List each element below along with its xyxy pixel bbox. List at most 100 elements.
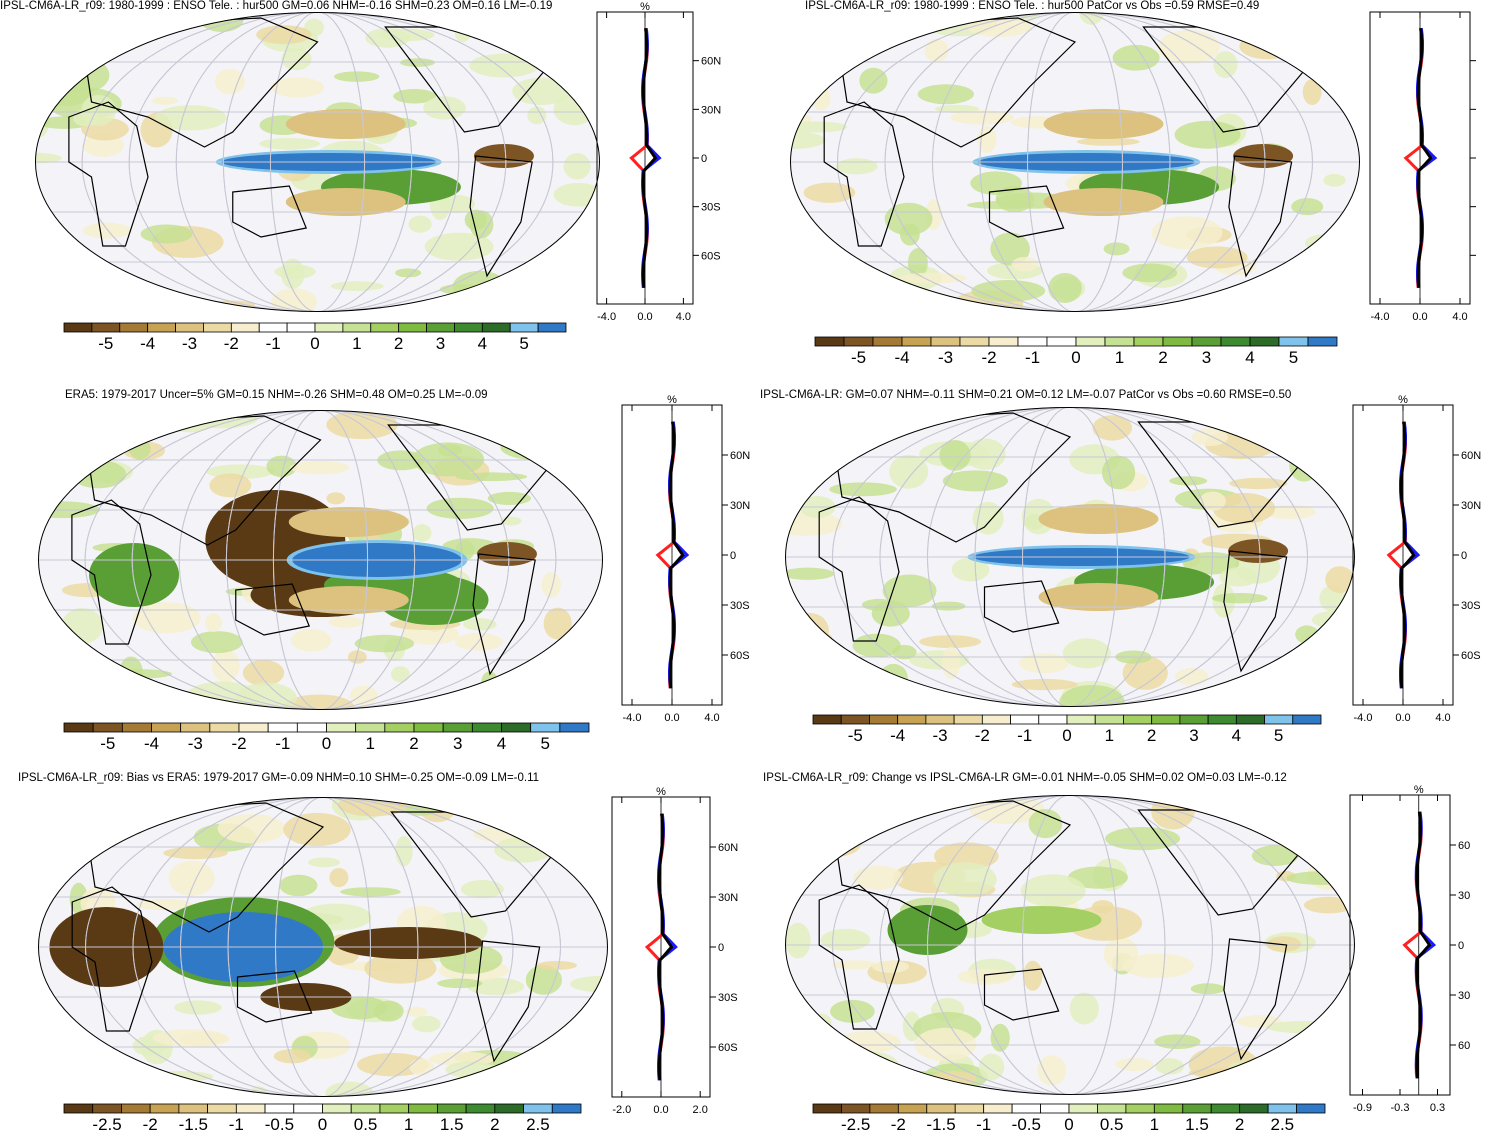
field-blob xyxy=(939,439,971,471)
field-blob xyxy=(1228,12,1291,38)
colorbar-swatch xyxy=(1040,1103,1070,1114)
field-blob xyxy=(836,1031,901,1053)
field-blob xyxy=(424,232,494,261)
field-blob xyxy=(1266,1021,1342,1034)
field-blob xyxy=(861,598,897,611)
colorbar-swatch xyxy=(840,714,870,725)
colorbar-label: 3 xyxy=(1189,726,1199,745)
colorbar-label: 1.5 xyxy=(1185,1115,1209,1134)
map-border xyxy=(785,407,1355,707)
colorbar-swatch xyxy=(1011,1103,1041,1114)
colorbar-swatch xyxy=(370,322,400,333)
field-blob xyxy=(409,1058,434,1076)
coastline xyxy=(68,101,149,247)
colorbar-label: -1 xyxy=(976,1115,992,1134)
field-blob xyxy=(1323,173,1346,187)
field-blob xyxy=(929,1071,977,1087)
colorbar-swatch xyxy=(1292,714,1322,725)
colorbar-swatch xyxy=(92,722,123,733)
field-blob xyxy=(190,631,243,654)
field-blob xyxy=(128,806,146,835)
field-blob xyxy=(329,867,349,888)
lat-label: 30S xyxy=(730,600,750,612)
field-blob xyxy=(785,686,818,707)
graticule-lon xyxy=(974,407,1166,707)
coastline xyxy=(829,800,1072,931)
zonal-mean-profile: % 60 30 0 30 60 -0.9 -0.3 0.3 xyxy=(1349,784,1470,1114)
lat-label: 30N xyxy=(718,892,738,904)
graticule-lon xyxy=(225,410,416,710)
field-blob xyxy=(1219,567,1259,587)
colorbar-swatch xyxy=(1123,714,1153,725)
lat-label: 60N xyxy=(730,450,750,462)
panel-title: IPSL-CM6A-LR_r09: 1980-1999 : ENSO Tele.… xyxy=(0,0,553,12)
field-blob xyxy=(271,77,325,98)
coastline xyxy=(71,499,152,645)
field-blob xyxy=(1122,953,1194,979)
graticule-lon xyxy=(227,797,419,1097)
x-tick-label: -2.0 xyxy=(612,1104,631,1116)
colorbar-swatch xyxy=(326,722,357,733)
lat-label: 0 xyxy=(730,550,736,562)
field-blob xyxy=(283,812,351,847)
colorbar-swatch xyxy=(812,1103,842,1114)
x-tick-label: -0.9 xyxy=(1353,1102,1372,1114)
colorbar-label: 0 xyxy=(1071,348,1081,367)
colorbar-label: 3 xyxy=(453,734,463,753)
colorbar-swatch xyxy=(355,722,386,733)
graticule-lon xyxy=(85,797,561,1097)
field-blob xyxy=(328,616,364,628)
coastline xyxy=(834,17,1077,148)
panel-title: IPSL-CM6A-LR: GM=0.07 NHM=-0.11 SHM=0.21… xyxy=(760,389,1292,401)
field-blob xyxy=(934,104,980,113)
colorbar-label: 4 xyxy=(1245,348,1255,367)
field-blob xyxy=(326,492,346,505)
lat-label: 60S xyxy=(701,250,721,262)
graticule-lon xyxy=(837,12,1313,312)
lat-label: 30 xyxy=(1458,890,1470,902)
colorbar-swatch xyxy=(1097,1103,1127,1114)
field-blob xyxy=(455,472,528,482)
field-blob xyxy=(907,248,928,278)
colorbar-swatch xyxy=(1046,336,1077,347)
colorbar-label: -1 xyxy=(265,334,281,353)
panel-bias: IPSL-CM6A-LR_r09: Bias vs ERA5: 1979-201… xyxy=(0,772,745,1137)
field-blob xyxy=(504,286,569,307)
field-blob xyxy=(790,121,848,133)
coastline xyxy=(1223,938,1288,1061)
colorbar-swatch xyxy=(149,1103,180,1114)
field-blob xyxy=(1211,593,1268,604)
graticule-lon xyxy=(1027,12,1123,312)
colorbar-label: 1 xyxy=(403,1115,414,1134)
graticule-lon xyxy=(979,12,1171,312)
colorbar xyxy=(63,722,590,733)
field-blob xyxy=(291,629,332,652)
field-blob xyxy=(412,1015,441,1033)
lat-label: 30 xyxy=(1458,990,1470,1002)
field-feature xyxy=(1043,109,1164,139)
field-blob xyxy=(884,202,933,236)
colorbar-label: 1 xyxy=(1149,1115,1160,1134)
black-curve xyxy=(657,813,674,1081)
field-blob xyxy=(82,222,131,239)
zonal-mean-profile: % 60N 30N 0 30S 60S -4.0 0.0 4.0 xyxy=(621,394,750,724)
field-blob xyxy=(1304,234,1342,252)
world-map xyxy=(785,795,1355,1095)
map-border xyxy=(38,797,608,1097)
field-blob xyxy=(215,68,245,95)
colorbar-swatch xyxy=(559,722,590,733)
field-feature xyxy=(334,927,483,959)
colorbar-label: -2.5 xyxy=(841,1115,871,1134)
field-blob xyxy=(806,261,824,278)
field-blob xyxy=(426,497,494,519)
lat-label: 0 xyxy=(718,942,724,954)
coastline xyxy=(818,884,900,1030)
x-tick-label: 0.0 xyxy=(664,712,679,724)
coastline xyxy=(235,583,311,636)
colorbar-label: 2.5 xyxy=(1270,1115,1295,1134)
colorbar-label: -5 xyxy=(850,348,867,367)
colorbar xyxy=(814,336,1338,347)
field-blob xyxy=(1191,428,1228,447)
colorbar-label: -5 xyxy=(847,726,863,745)
colorbar-swatch xyxy=(379,1103,410,1114)
